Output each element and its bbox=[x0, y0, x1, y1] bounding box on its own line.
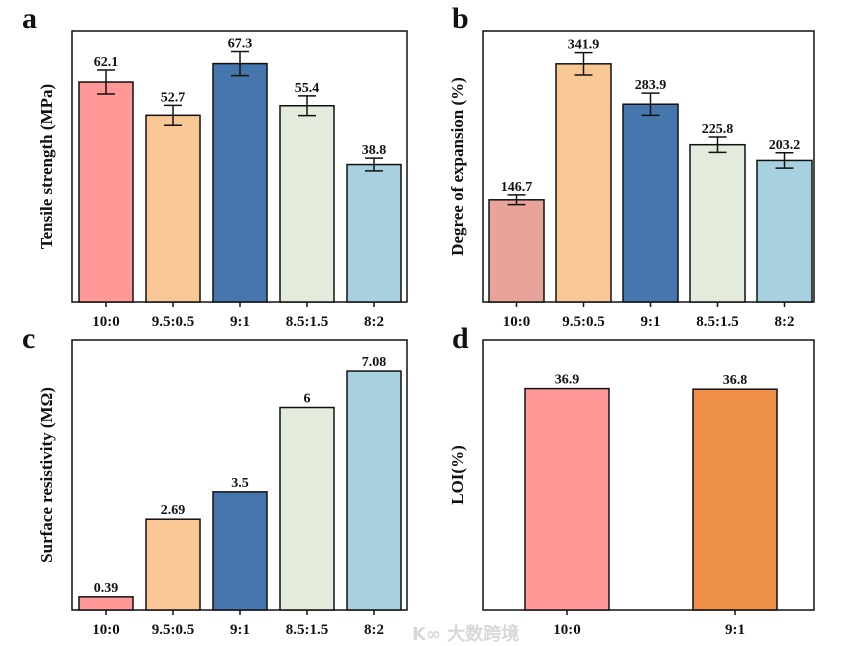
y-axis-label: LOI(%) bbox=[448, 445, 467, 505]
x-tick-label: 8.5:1.5 bbox=[286, 314, 329, 330]
y-axis-label: Degree of expansion (%) bbox=[448, 77, 467, 256]
panel-letter: c bbox=[22, 322, 35, 355]
data-label: 7.08 bbox=[362, 355, 387, 370]
x-tick-label: 9:1 bbox=[725, 622, 745, 638]
bar-9:1 bbox=[212, 491, 268, 611]
bar-9:1 bbox=[692, 388, 778, 611]
data-label: 55.4 bbox=[295, 81, 320, 96]
x-tick-label: 9:1 bbox=[230, 622, 250, 638]
data-label: 146.7 bbox=[501, 180, 533, 195]
panel-letter: b bbox=[452, 2, 469, 35]
data-label: 203.2 bbox=[769, 138, 801, 153]
bar-8:2 bbox=[346, 163, 402, 303]
bar-9.5:0.5 bbox=[555, 63, 612, 303]
x-tick-label: 8:2 bbox=[364, 314, 384, 330]
data-label: 36.9 bbox=[555, 373, 580, 388]
watermark-text: 大数跨境 bbox=[447, 624, 520, 645]
x-tick-label: 10:0 bbox=[553, 622, 581, 638]
panel-b: b Degree of expansion (%) 146.7 10:0 341.9 9.… bbox=[448, 2, 815, 330]
x-tick-label: 8.5:1.5 bbox=[286, 622, 329, 638]
bar-9.5:0.5 bbox=[145, 518, 201, 611]
data-label: 225.8 bbox=[702, 122, 734, 137]
bar-10:0 bbox=[524, 387, 610, 611]
x-tick-label: 8:2 bbox=[364, 622, 384, 638]
bar-10:0 bbox=[488, 199, 545, 303]
panel-letter: d bbox=[452, 322, 469, 355]
data-label: 6 bbox=[304, 392, 311, 407]
y-axis-label: Tensile strength (MPa) bbox=[37, 84, 56, 249]
data-label: 38.8 bbox=[362, 143, 387, 158]
panel-c: c Surface resistivity (MΩ) 0.39 10:0 2.69 9.5… bbox=[22, 322, 408, 638]
panel-a: a Tensile strength (MPa) 62.1 10:0 52.7 9.5:0… bbox=[22, 2, 408, 330]
watermark-logo: K∞ 大数跨境 bbox=[412, 624, 520, 645]
x-tick-label: 9.5:0.5 bbox=[152, 314, 195, 330]
bar-9:1 bbox=[212, 62, 268, 303]
data-label: 52.7 bbox=[161, 90, 186, 105]
x-tick-label: 8.5:1.5 bbox=[696, 314, 739, 330]
data-label: 2.69 bbox=[161, 503, 186, 518]
panel-letter: a bbox=[22, 2, 37, 35]
bar-8.5:1.5 bbox=[689, 143, 746, 303]
data-label: 283.9 bbox=[635, 78, 667, 93]
x-tick-label: 9:1 bbox=[230, 314, 250, 330]
x-tick-label: 8:2 bbox=[775, 314, 795, 330]
bar-9.5:0.5 bbox=[145, 114, 201, 303]
x-tick-label: 9:1 bbox=[641, 314, 661, 330]
bar-8:2 bbox=[346, 370, 402, 611]
x-tick-label: 10:0 bbox=[92, 622, 120, 638]
bar-8.5:1.5 bbox=[279, 104, 335, 303]
x-tick-label: 10:0 bbox=[92, 314, 120, 330]
data-label: 3.5 bbox=[231, 476, 249, 491]
bar-10:0 bbox=[78, 81, 134, 303]
x-tick-label: 10:0 bbox=[503, 314, 531, 330]
data-label: 341.9 bbox=[568, 38, 600, 53]
bar-10:0 bbox=[78, 596, 134, 611]
data-label: 62.1 bbox=[94, 55, 119, 70]
bar-8:2 bbox=[756, 159, 813, 303]
data-label: 36.8 bbox=[723, 373, 748, 388]
data-label: 67.3 bbox=[228, 37, 253, 52]
x-tick-label: 9.5:0.5 bbox=[152, 622, 195, 638]
data-label: 0.39 bbox=[94, 581, 119, 596]
plot-frame bbox=[482, 339, 815, 611]
y-axis-label: Surface resistivity (MΩ) bbox=[37, 387, 56, 563]
bar-8.5:1.5 bbox=[279, 406, 335, 611]
panel-d: d LOI(%) 36.9 10:0 36.8 9:1 bbox=[448, 322, 815, 638]
bar-9:1 bbox=[622, 103, 679, 303]
x-tick-label: 9.5:0.5 bbox=[562, 314, 605, 330]
